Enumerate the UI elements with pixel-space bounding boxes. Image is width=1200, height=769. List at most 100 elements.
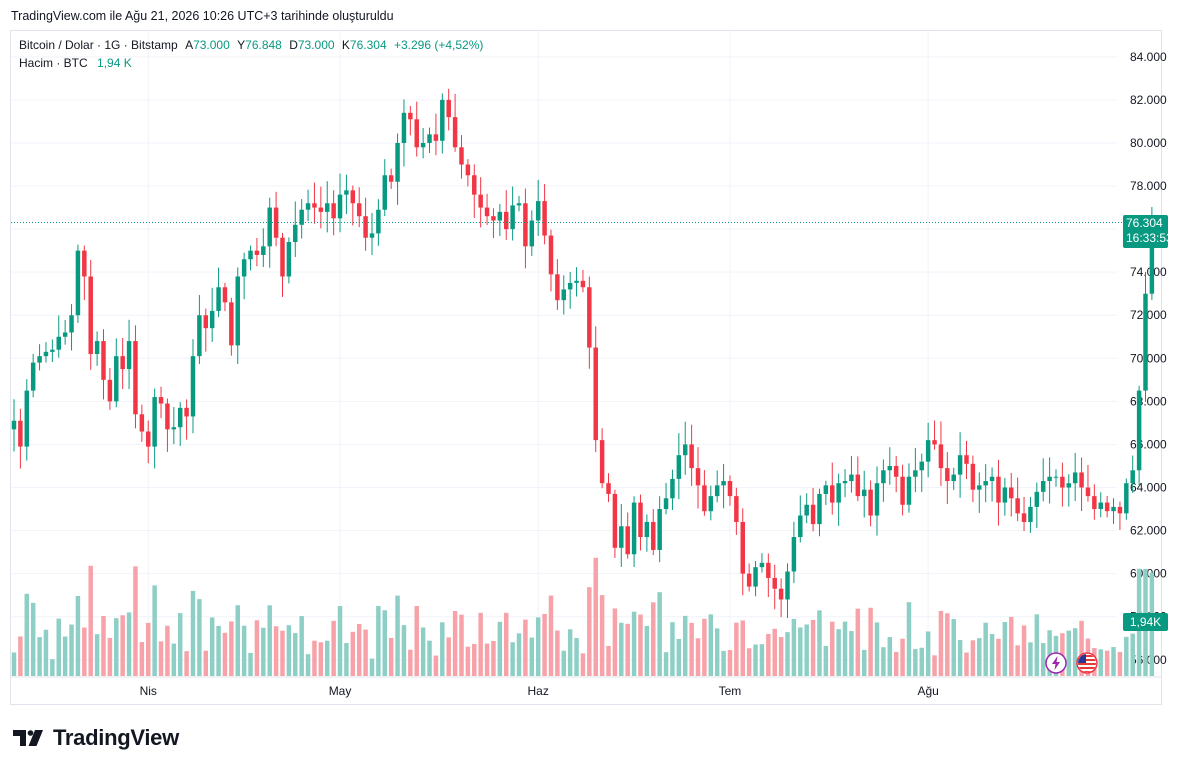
volume-bar [1040,643,1046,676]
candle-body [996,476,1001,503]
volume-bar [50,659,55,676]
volume-bar [580,653,586,676]
volume-bar [625,623,630,676]
candle-body [478,194,483,208]
volume-bar [900,638,905,676]
candle-body [772,577,777,589]
volume-bar [657,592,662,676]
volume-bar [273,626,279,676]
volume-bar [587,587,592,676]
candle-body [152,397,157,447]
candle-body [107,379,113,402]
candle-body [1104,502,1110,512]
candle-body [88,276,93,354]
volume-bar [893,652,899,676]
volume-bar [1098,649,1103,676]
candle-body [721,481,726,486]
low-label: D [289,38,298,52]
flash-icon[interactable] [1045,652,1067,674]
volume-bar [241,625,247,676]
volume-bar [804,624,809,676]
candle-body [56,336,61,350]
candle-body [305,203,311,210]
volume-bar [983,622,988,676]
candle-body [427,134,432,143]
candle-body [114,356,119,402]
candle-body [849,474,854,482]
candle-body [861,489,867,497]
y-tick-label: 80.000 [1130,136,1167,150]
volume-bar [887,637,893,676]
volume-bar [791,618,797,676]
candle-body [190,356,196,417]
volume-label: Hacim · BTC [19,56,88,70]
candle-body [497,211,503,221]
candle-body [516,203,522,206]
volume-bar [350,631,356,676]
candle-body [1136,390,1142,471]
candle-body [612,493,618,548]
candle-body [1079,472,1084,488]
volume-bar [523,619,528,676]
volume-bar [651,602,656,676]
candle-body [267,207,272,247]
candle-body [299,209,304,225]
volume-bar [209,617,215,676]
candle-body [82,250,87,277]
candle-body [401,112,407,143]
volume-bar [1021,625,1027,676]
volume-bar [356,623,362,676]
open-value: 73.000 [193,38,230,52]
volume-bar [82,627,87,676]
volume-bar [107,637,113,676]
candle-body [452,117,458,148]
candle-body [203,315,209,329]
candle-body [1021,513,1027,522]
volume-bar [612,608,618,676]
candle-body [24,390,30,447]
volume-bar [619,622,624,676]
volume-bar [395,595,400,676]
volume-bar [75,595,81,676]
volume-bar [689,622,694,676]
candle-body [599,440,605,484]
candle-body [318,207,324,212]
us-flag-icon[interactable] [1076,652,1098,674]
volume-bar [964,652,969,676]
volume-bar [139,642,145,676]
candle-body [932,440,937,445]
candle-body [548,235,554,275]
volume-bar [842,621,848,676]
tradingview-logo-icon [13,730,43,746]
volume-bar [1002,621,1008,676]
volume-bar [344,643,349,676]
volume-bar [970,640,976,676]
volume-bar [1104,650,1110,676]
candle-body [1034,491,1040,507]
candle-body [216,287,221,311]
candle-body [503,211,509,230]
volume-bar [478,612,483,676]
candle-body [1015,498,1020,514]
volume-bar [94,634,100,676]
candle-body [18,420,23,447]
y-tick-label: 70.000 [1130,351,1167,365]
volume-bar [126,612,132,676]
candle-body [593,347,598,441]
candle-body [989,476,995,482]
candle-body [363,216,368,238]
candle-body [874,483,880,516]
bar-countdown: 16:33:53 [1126,230,1173,245]
volume-bar [1079,620,1084,676]
volume-bar [849,630,854,676]
volume-bar [318,642,324,676]
volume-bar [593,557,598,676]
volume-bar [37,637,42,676]
candle-body [1009,487,1014,499]
volume-bar [868,607,873,676]
y-tick-label: 60.000 [1130,567,1167,581]
volume-bar [817,610,822,676]
volume-bar [778,637,784,676]
volume-bar [561,650,567,676]
